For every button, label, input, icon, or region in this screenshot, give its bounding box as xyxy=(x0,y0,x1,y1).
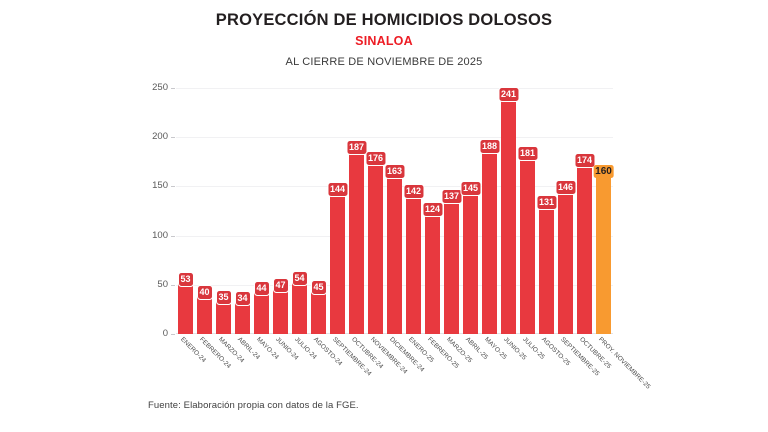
y-axis-tick-label: 250 xyxy=(152,82,168,93)
bar-value-label: 45 xyxy=(311,280,326,294)
bar[interactable]: 187 xyxy=(346,141,367,334)
bar[interactable]: 47 xyxy=(273,278,288,334)
bar-value-label: 137 xyxy=(441,190,462,204)
bar-value-label: 124 xyxy=(422,202,443,216)
y-axis-tick-mark xyxy=(171,235,175,237)
chart-header: PROYECCIÓN DE HOMICIDIOS DOLOSOS SINALOA… xyxy=(0,10,768,70)
bar-value-label: 35 xyxy=(216,290,231,304)
bar[interactable]: 144 xyxy=(327,183,348,334)
bar-value-label: 176 xyxy=(365,151,386,165)
bar-value-label: 181 xyxy=(517,146,538,160)
bar-value-label: 142 xyxy=(403,185,424,199)
bar[interactable]: 146 xyxy=(555,181,576,334)
y-axis-tick-mark xyxy=(171,137,175,139)
bar[interactable]: 241 xyxy=(498,87,519,334)
bar[interactable]: 40 xyxy=(197,285,212,334)
y-axis-tick-label: 50 xyxy=(157,278,168,290)
bar-value-label: 174 xyxy=(574,153,595,167)
bar[interactable]: 163 xyxy=(384,164,405,334)
bar[interactable]: 137 xyxy=(441,190,462,334)
bar-value-label: 187 xyxy=(346,141,367,154)
bar-value-label: 144 xyxy=(327,183,348,197)
chart-subtitle-period: AL CIERRE DE NOVIEMBRE DE 2025 xyxy=(285,56,483,68)
bars-layer: 53 40 35 34 44 47 54 45 144 187 176 163 142 124 137 145… xyxy=(176,87,614,334)
bar-value-label: 44 xyxy=(254,281,269,295)
bar[interactable]: 45 xyxy=(311,280,326,334)
bar-value-label: 241 xyxy=(498,87,519,101)
bar-value-label: 47 xyxy=(273,278,288,292)
bar[interactable]: 124 xyxy=(422,202,443,334)
y-axis-tick-label: 200 xyxy=(152,131,168,143)
bar-value-label: 131 xyxy=(536,196,557,210)
bar[interactable]: 174 xyxy=(574,153,595,334)
source-note: Fuente: Elaboración propia con datos de … xyxy=(148,400,359,411)
bar[interactable]: 54 xyxy=(292,271,307,334)
x-axis-labels: ENERO-24 FEBRERO-24 MARZO-24 ABRIL-24 MAYO-2… xyxy=(176,336,652,406)
bar[interactable]: 188 xyxy=(479,140,500,334)
bar-value-label: 53 xyxy=(178,272,193,286)
bar[interactable]: 145 xyxy=(460,182,481,334)
gridline xyxy=(176,88,613,89)
bar[interactable]: 181 xyxy=(517,146,538,334)
y-axis-tick-mark xyxy=(171,334,175,335)
gridline xyxy=(176,137,613,139)
bar[interactable]: 35 xyxy=(216,290,231,334)
bar-value-label: 40 xyxy=(197,285,212,299)
plot-wrapper: 53 40 35 34 44 47 54 45 144 187 176 163 142 124 137 145… xyxy=(152,83,614,339)
bar[interactable]: 176 xyxy=(365,151,386,334)
bar[interactable]: 53 xyxy=(178,272,193,334)
y-axis-tick-mark xyxy=(171,186,175,188)
bar-value-label: 54 xyxy=(292,271,307,285)
bar[interactable]: 34 xyxy=(235,291,250,334)
chart-subtitle-state: SINALOA xyxy=(355,34,413,48)
bar-value-label: 34 xyxy=(235,291,250,305)
y-axis-tick-label: 0 xyxy=(162,328,168,339)
y-axis-tick-label: 150 xyxy=(152,180,168,192)
plot-area: 53 40 35 34 44 47 54 45 144 187 176 163 142 124 137 145… xyxy=(176,87,614,334)
bar-value-label: 160 xyxy=(593,164,614,178)
y-axis-tick-mark xyxy=(171,88,175,89)
bar-value-label: 188 xyxy=(479,140,500,154)
bar-value-label: 146 xyxy=(555,181,576,195)
page-title: PROYECCIÓN DE HOMICIDIOS DOLOSOS xyxy=(215,11,553,29)
bar[interactable]: 142 xyxy=(403,185,424,334)
bar[interactable]: 131 xyxy=(536,196,557,334)
bar[interactable]: 44 xyxy=(254,281,269,334)
y-axis-tick-mark xyxy=(171,284,175,286)
y-axis-tick-label: 100 xyxy=(152,229,168,241)
bar-value-label: 163 xyxy=(384,164,405,178)
bar-value-label: 145 xyxy=(460,182,481,196)
bar[interactable]: 160 xyxy=(593,164,614,334)
